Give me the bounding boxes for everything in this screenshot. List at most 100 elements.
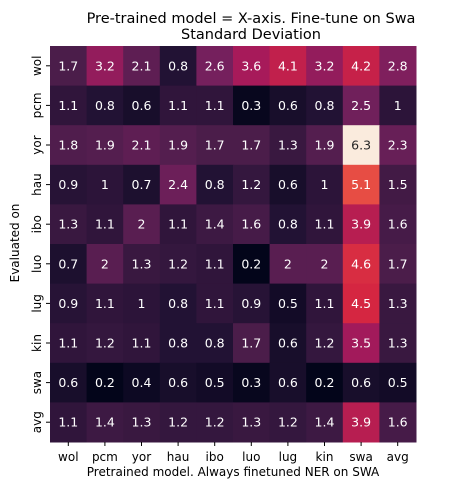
heatmap-cell-kin-ibo	[196, 323, 234, 364]
heatmap-cell-wol-hau	[159, 46, 197, 87]
cell-label: 0.6	[278, 336, 298, 351]
heatmap-cell-hau-wol	[50, 164, 88, 205]
y-axis-label: Evaluated on	[8, 204, 22, 283]
y-tick-label: pcm	[30, 92, 44, 118]
cell-label: 0.4	[132, 375, 152, 390]
heatmap-cell-wol-yor	[123, 46, 161, 87]
heatmap-cell-avg-swa	[342, 402, 380, 443]
heatmap-cell-lug-yor	[123, 283, 161, 324]
heatmap-cell-swa-wol	[50, 362, 88, 403]
cell-label: 0.8	[315, 98, 335, 113]
heatmap-cell-avg-yor	[123, 402, 161, 443]
cell-label: 1	[321, 177, 329, 192]
cell-label: 1.3	[241, 415, 261, 430]
heatmap-cell-yor-swa	[342, 125, 380, 166]
x-tick-label: swa	[349, 450, 372, 464]
heatmap-cell-kin-swa	[342, 323, 380, 364]
cell-label: 0.9	[241, 296, 261, 311]
heatmap-cell-kin-hau	[159, 323, 197, 364]
heatmap-cell-avg-ibo	[196, 402, 234, 443]
heatmap-cell-lug-avg	[379, 283, 417, 324]
cell-label: 3.5	[351, 336, 371, 351]
heatmap-cell-ibo-lug	[269, 204, 307, 245]
heatmap-cell-avg-avg	[379, 402, 417, 443]
heatmap-cell-swa-yor	[123, 362, 161, 403]
heatmap-cell-hau-lug	[269, 164, 307, 205]
cell-label: 1.3	[278, 138, 298, 153]
heatmap-cell-swa-luo	[233, 362, 271, 403]
cell-label: 1.5	[388, 177, 408, 192]
cell-label: 1.6	[388, 415, 408, 430]
heatmap-cell-avg-luo	[233, 402, 271, 443]
cell-label: 1.1	[315, 296, 335, 311]
heatmap-cell-luo-pcm	[86, 244, 124, 285]
heatmap-cell-lug-pcm	[86, 283, 124, 324]
heatmap-cell-kin-lug	[269, 323, 307, 364]
heatmap-cell-lug-luo	[233, 283, 271, 324]
cell-label: 1.3	[388, 296, 408, 311]
cell-label: 1	[394, 98, 402, 113]
heatmap-cell-yor-avg	[379, 125, 417, 166]
cell-label: 1.7	[241, 138, 261, 153]
heatmap-cell-pcm-hau	[159, 85, 197, 126]
cell-label: 0.8	[168, 336, 188, 351]
cell-label: 0.2	[95, 375, 115, 390]
cell-label: 1.1	[95, 217, 115, 232]
cell-label: 2	[284, 256, 292, 271]
cell-label: 0.2	[315, 375, 335, 390]
x-tick-label: pcm	[92, 450, 118, 464]
cell-label: 1.3	[58, 217, 78, 232]
cell-label: 0.3	[241, 98, 261, 113]
cell-label: 0.7	[58, 256, 78, 271]
heatmap-cell-kin-wol	[50, 323, 88, 364]
heatmap-cell-pcm-kin	[306, 85, 344, 126]
heatmap-cell-lug-wol	[50, 283, 88, 324]
cell-label: 1.6	[388, 217, 408, 232]
cell-label: 2	[138, 217, 146, 232]
x-axis-label: Pretrained model. Always finetuned NER o…	[87, 465, 380, 479]
cell-label: 0.8	[278, 217, 298, 232]
heatmap-cell-pcm-wol	[50, 85, 88, 126]
cell-label: 2.1	[132, 58, 152, 73]
heatmap-cell-luo-hau	[159, 244, 197, 285]
cell-label: 1.8	[58, 138, 78, 153]
heatmap-cell-ibo-avg	[379, 204, 417, 245]
heatmap-cell-pcm-avg	[379, 85, 417, 126]
cell-label: 2	[101, 256, 109, 271]
heatmap-cell-luo-kin	[306, 244, 344, 285]
cell-label: 0.3	[241, 375, 261, 390]
heatmap-cell-yor-yor	[123, 125, 161, 166]
cell-label: 1.9	[168, 138, 188, 153]
heatmap-cell-luo-swa	[342, 244, 380, 285]
heatmap-cell-pcm-yor	[123, 85, 161, 126]
heatmap-cell-hau-swa	[342, 164, 380, 205]
cell-label: 1	[138, 296, 146, 311]
heatmap-cell-swa-lug	[269, 362, 307, 403]
cell-label: 1.1	[205, 256, 225, 271]
cell-label: 1.4	[205, 217, 225, 232]
heatmap-cell-luo-avg	[379, 244, 417, 285]
cell-label: 2.5	[351, 98, 371, 113]
cell-label: 2.3	[388, 138, 408, 153]
cell-label: 4.1	[278, 58, 298, 73]
heatmap-cell-pcm-lug	[269, 85, 307, 126]
cell-label: 0.7	[132, 177, 152, 192]
y-tick-label: ibo	[30, 215, 44, 233]
x-tick-label: wol	[58, 450, 79, 464]
heatmap-cell-wol-luo	[233, 46, 271, 87]
heatmap-cell-kin-yor	[123, 323, 161, 364]
cell-label: 1.2	[205, 415, 225, 430]
heatmap-cell-pcm-ibo	[196, 85, 234, 126]
y-axis-ticks: wol pcm yor hau ibo luo lug kin swa avg	[30, 56, 50, 433]
cell-label: 1.3	[132, 256, 152, 271]
heatmap-cell-ibo-swa	[342, 204, 380, 245]
heatmap-cell-yor-ibo	[196, 125, 234, 166]
cell-label: 4.6	[351, 256, 371, 271]
x-tick-label: lug	[279, 450, 298, 464]
cell-label: 1.2	[241, 177, 261, 192]
cell-label: 1.1	[95, 296, 115, 311]
heatmap-cell-wol-kin	[306, 46, 344, 87]
heatmap-cell-avg-lug	[269, 402, 307, 443]
heatmap-cell-luo-wol	[50, 244, 88, 285]
